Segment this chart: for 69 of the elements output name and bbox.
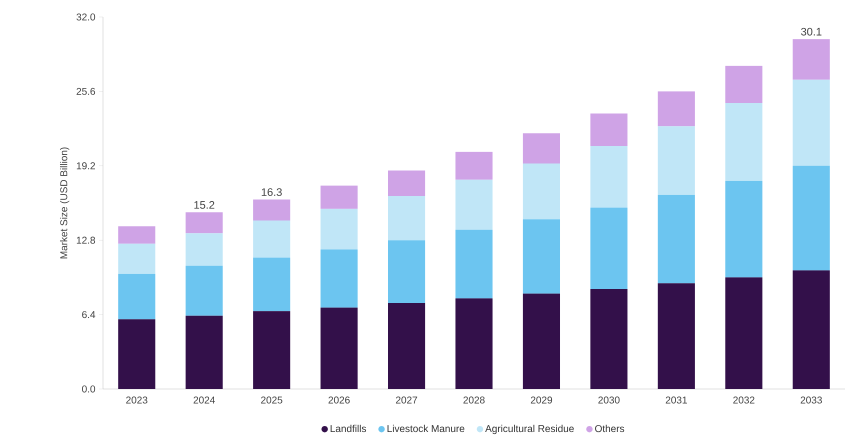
bar [455,298,493,389]
legend-label: Livestock Manure [388,424,464,432]
bar [522,219,560,294]
total-label: 30.1 [801,28,822,36]
bar [388,240,426,303]
y-tick-label: 12.8 [76,236,96,244]
bar [792,270,830,389]
bar [725,180,762,278]
x-tick-label: 2033 [800,396,822,404]
bar [186,233,223,266]
bar [118,319,156,389]
bar [590,146,628,208]
x-tick-label: 2027 [396,396,418,404]
x-tick-label: 2026 [328,396,350,404]
bar [658,126,695,195]
bar [388,170,426,196]
bar [455,180,493,230]
x-tick-label: 2025 [261,396,282,404]
bar [186,316,223,389]
bar [253,311,290,389]
bar [388,302,426,389]
legend-label: Landfills [330,424,366,432]
y-tick-label: 32.0 [76,13,96,21]
bar [118,226,156,244]
y-tick-label: 6.4 [82,311,96,318]
x-tick-label: 2028 [463,396,485,404]
bar [590,208,628,290]
bar [792,80,830,166]
bar [658,283,695,389]
bar [388,196,426,240]
x-tick-label: 2031 [666,396,687,404]
bar [590,289,628,389]
bar [186,266,223,316]
bar [725,66,762,104]
x-tick-label: 2029 [530,396,552,404]
bar [253,220,290,258]
total-label: 16.3 [262,188,282,196]
bar [118,274,156,320]
y-tick-label: 0.0 [82,385,96,393]
bar [253,258,290,312]
total-label: 15.2 [194,201,214,209]
bar [186,212,223,234]
x-tick-label: 2030 [598,396,620,404]
bar [792,166,830,270]
bar [522,133,560,164]
y-axis-title: Market Size (USD Billion) [60,147,70,258]
bar [320,250,358,308]
bar [590,113,628,146]
x-tick-label: 2032 [733,396,754,404]
x-tick-label: 2024 [194,396,215,404]
bar [658,194,695,284]
bar [118,244,156,274]
legend-label: Agricultural Residue [485,424,574,434]
bar [658,91,695,126]
bar [522,294,560,389]
y-tick-label: 25.6 [76,88,96,95]
bar [725,103,762,181]
bar [320,186,358,209]
bar [792,39,830,80]
bar [320,208,358,250]
bar [320,308,358,389]
bar [725,277,762,389]
x-tick-label: 2023 [126,396,148,404]
bar [522,163,560,220]
bar [455,230,493,298]
y-tick-label: 19.2 [76,162,95,170]
bar [253,200,290,220]
bar [455,152,493,180]
legend-label: Others [595,424,624,432]
